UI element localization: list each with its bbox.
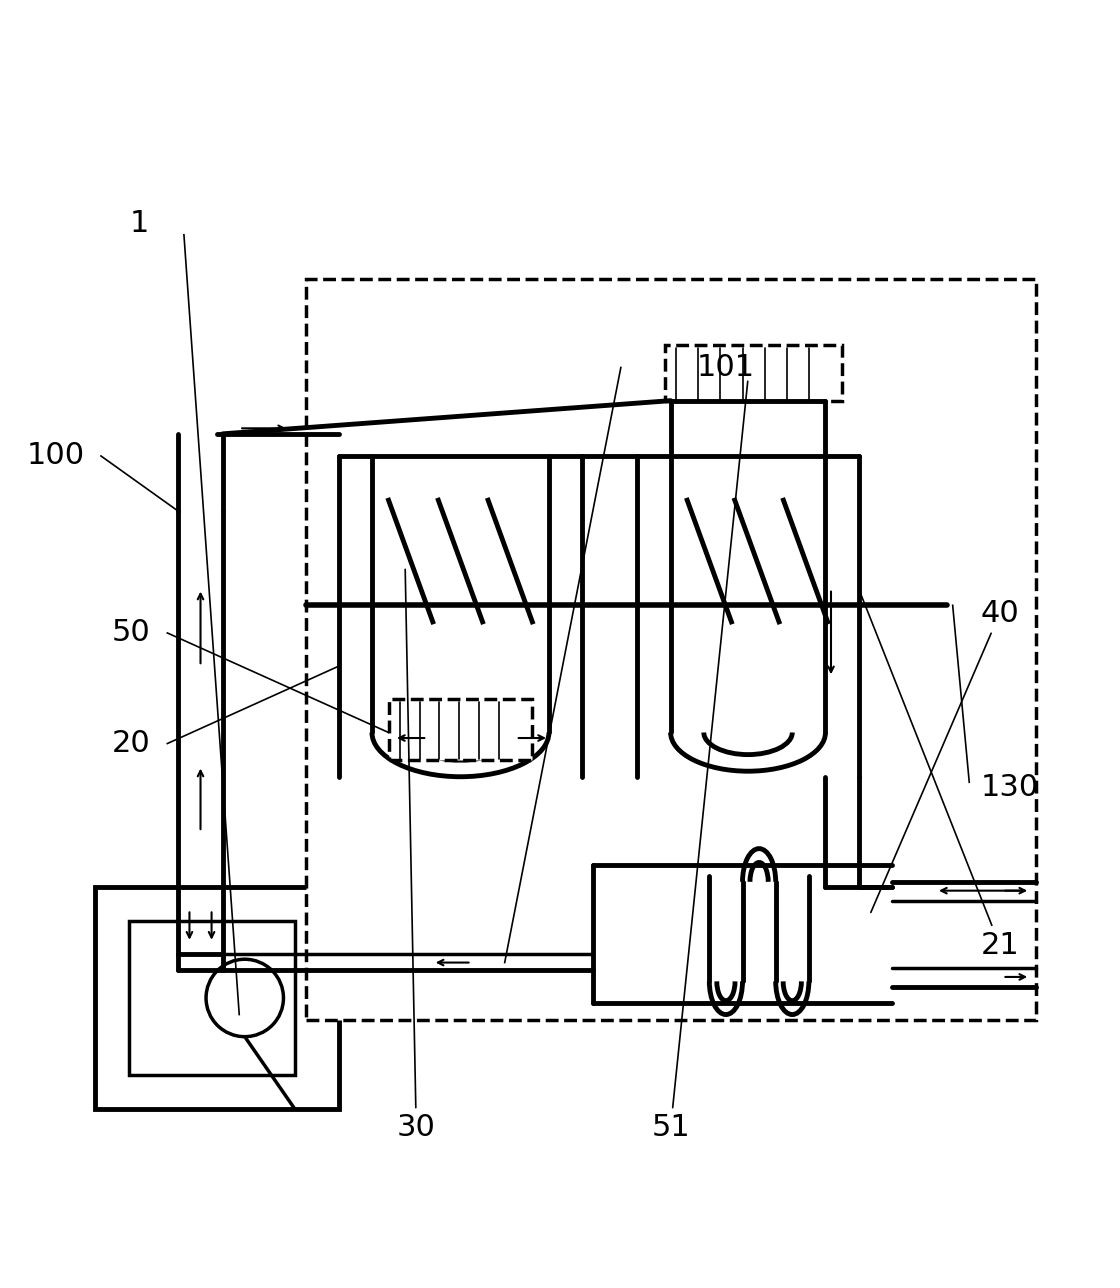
Bar bbox=[95, 887, 338, 1109]
Text: 21: 21 bbox=[860, 591, 1019, 960]
Text: 130: 130 bbox=[980, 773, 1038, 802]
Bar bbox=[129, 921, 295, 1075]
Text: 50: 50 bbox=[112, 618, 151, 648]
Bar bbox=[665, 345, 842, 401]
Text: 40: 40 bbox=[871, 599, 1019, 912]
Text: 101: 101 bbox=[697, 353, 755, 383]
Bar bbox=[306, 279, 1036, 1020]
Text: 51: 51 bbox=[651, 381, 748, 1142]
Bar bbox=[389, 699, 532, 760]
Text: 100: 100 bbox=[26, 442, 84, 470]
Text: 30: 30 bbox=[396, 569, 436, 1142]
Text: 20: 20 bbox=[112, 729, 151, 759]
Text: 1: 1 bbox=[130, 209, 149, 238]
